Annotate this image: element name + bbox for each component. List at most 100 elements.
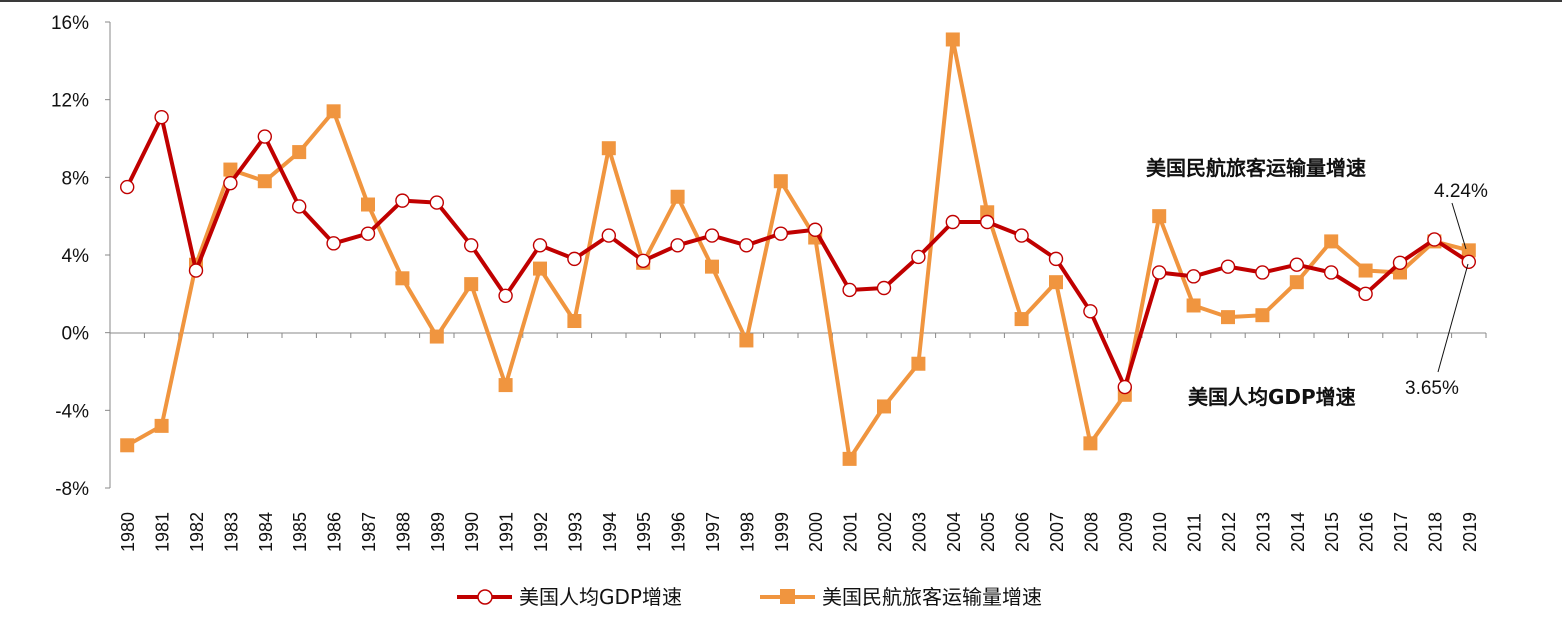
top-border <box>0 0 1562 2</box>
data-point <box>911 356 926 371</box>
data-point <box>1220 259 1236 274</box>
data-point <box>257 129 272 144</box>
data-point <box>1221 310 1235 325</box>
data-point <box>1255 265 1270 280</box>
data-point <box>429 329 444 344</box>
data-point <box>120 438 135 453</box>
x-tick-label: 2010 <box>1150 512 1170 552</box>
x-tick-label: 2019 <box>1460 512 1480 552</box>
x-tick-label: 1985 <box>290 512 310 552</box>
data-point <box>395 271 410 286</box>
x-tick-label: 2014 <box>1288 512 1308 552</box>
x-tick-label: 1986 <box>325 512 345 552</box>
data-point <box>223 162 238 177</box>
data-point <box>1083 436 1098 451</box>
data-point <box>704 228 720 243</box>
data-point <box>876 280 892 296</box>
data-point <box>911 249 926 265</box>
passenger-last-value-label: 4.24% <box>1434 181 1488 202</box>
x-tick-label: 1997 <box>703 512 723 552</box>
x-tick-label: 2003 <box>909 512 929 552</box>
data-point <box>1324 234 1339 249</box>
data-point <box>154 418 169 433</box>
data-point <box>498 378 513 393</box>
legend-gdp-label: 美国人均GDP增速 <box>519 585 682 609</box>
x-tick-label: 1993 <box>565 512 585 552</box>
x-tick-label: 1996 <box>669 512 689 552</box>
legend-passenger-label: 美国民航旅客运输量增速 <box>822 585 1042 609</box>
x-tick-label: 1999 <box>772 512 792 552</box>
data-point <box>1358 286 1373 302</box>
legend-passenger-marker <box>780 589 795 604</box>
series-gdp <box>119 109 1477 395</box>
data-point <box>1255 308 1270 323</box>
data-point <box>601 228 616 243</box>
data-point <box>1152 209 1167 224</box>
x-tick-label: 1988 <box>393 512 413 552</box>
x-axis-ticks: 1980 1981 1982 1983 1984 1985 1986 1987 1988 1989… <box>109 333 1487 552</box>
data-point <box>498 288 513 303</box>
data-point <box>670 238 685 253</box>
y-tick-label: 12% <box>51 91 89 112</box>
legend-item-gdp: 美国人均GDP增速 <box>457 585 682 609</box>
x-tick-label: 2013 <box>1253 512 1273 552</box>
x-tick-label: 2005 <box>978 512 998 552</box>
data-point <box>1117 379 1133 395</box>
passenger-value-leader-line <box>1451 202 1467 250</box>
data-point <box>567 251 582 267</box>
x-tick-label: 2015 <box>1322 512 1342 552</box>
data-point <box>533 261 547 276</box>
data-point <box>945 214 960 230</box>
chart-axes <box>109 22 1486 488</box>
data-point <box>292 199 307 214</box>
data-point <box>877 399 891 414</box>
data-point <box>705 259 719 274</box>
x-tick-label: 2006 <box>1013 512 1033 552</box>
data-point <box>395 193 410 208</box>
data-point <box>1323 265 1339 280</box>
series-line <box>126 37 1470 461</box>
data-point <box>739 238 754 253</box>
x-tick-label: 2018 <box>1425 512 1445 552</box>
x-tick-label: 1998 <box>737 512 757 552</box>
y-tick-label: 0% <box>62 324 90 345</box>
gdp-last-value-label: 3.65% <box>1405 378 1459 399</box>
data-point <box>464 238 479 253</box>
data-point <box>773 174 788 189</box>
legend-item-passenger: 美国民航旅客运输量增速 <box>760 585 1042 609</box>
data-point <box>842 451 857 466</box>
data-point <box>601 141 616 156</box>
data-point <box>360 226 376 241</box>
data-point <box>670 189 685 204</box>
series-passenger <box>120 32 1476 466</box>
x-tick-label: 1983 <box>221 512 241 552</box>
series-layer <box>119 32 1477 466</box>
data-point <box>1049 275 1063 290</box>
data-point <box>1358 263 1373 278</box>
x-tick-label: 1980 <box>118 512 138 552</box>
x-tick-label: 2008 <box>1081 512 1101 552</box>
x-tick-label: 2016 <box>1357 512 1377 552</box>
data-point <box>1461 254 1477 269</box>
x-tick-label: 1995 <box>634 512 654 552</box>
data-point <box>257 174 272 189</box>
legend-gdp-marker <box>477 589 493 605</box>
x-tick-label: 1991 <box>497 512 517 552</box>
data-point <box>188 263 204 278</box>
data-point <box>1048 251 1064 267</box>
data-point <box>1427 232 1442 247</box>
x-tick-label: 2002 <box>875 512 895 552</box>
data-point <box>119 179 135 195</box>
x-tick-label: 1982 <box>187 512 207 552</box>
x-tick-label: 1987 <box>359 512 379 552</box>
data-point <box>1151 265 1167 280</box>
data-point <box>223 175 238 191</box>
data-point <box>292 145 307 160</box>
x-tick-label: 1990 <box>462 512 482 552</box>
data-point <box>1186 269 1201 284</box>
data-point <box>429 195 444 210</box>
x-tick-label: 2000 <box>806 512 826 552</box>
data-point <box>464 277 479 292</box>
data-point <box>1014 312 1029 327</box>
x-tick-label: 2017 <box>1391 512 1411 552</box>
